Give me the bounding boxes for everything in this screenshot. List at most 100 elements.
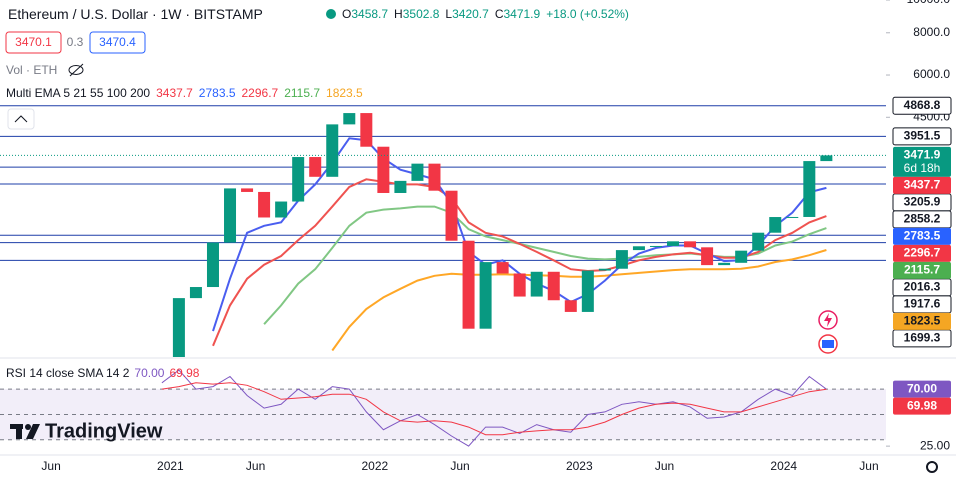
volume-label[interactable]: Vol · ETH (6, 63, 57, 77)
candle (564, 300, 577, 312)
candle (530, 271, 543, 297)
y-tick-label: 8000.0 (913, 25, 950, 39)
buy-button[interactable] (89, 31, 146, 54)
candle (513, 273, 526, 297)
candle (326, 124, 339, 177)
candle (649, 245, 662, 247)
price-label: 69.98 (907, 398, 937, 412)
candle (309, 157, 322, 177)
rsi-legend-value: 70.00 (134, 366, 164, 380)
price-label-bg (893, 244, 951, 262)
rsi-pane (0, 369, 886, 447)
change: +18.0 (+0.52%) (546, 7, 629, 21)
indicator-line (161, 369, 827, 447)
x-tick-label: Jun (246, 459, 265, 473)
collapse-button[interactable] (7, 108, 35, 130)
x-tick-label: 2023 (566, 459, 593, 473)
price-label-bg (892, 127, 952, 146)
candle (360, 113, 373, 147)
hide-icon[interactable] (68, 63, 84, 77)
x-tick-label: Jun (41, 459, 60, 473)
candle (258, 191, 271, 218)
price-label: 2858.2 (904, 212, 941, 226)
candle (462, 240, 475, 329)
countdown: 6d 18h (904, 161, 941, 175)
x-tick-label: 2021 (157, 459, 184, 473)
symbol-title[interactable]: Ethereum / U.S. Dollar · 1W · BITSTAMP (8, 6, 263, 22)
x-tick-label: Jun (450, 459, 469, 473)
axes: 10000.08000.06000.04500.04868.83951.5320… (41, 0, 952, 473)
settings-icon[interactable] (926, 461, 938, 473)
x-tick-label: 2022 (361, 459, 388, 473)
price-label: 4868.8 (904, 98, 941, 112)
price-label: 2783.5 (904, 229, 941, 243)
ohlc-key: L (445, 7, 452, 21)
price-label-bg (893, 176, 951, 194)
candle (224, 188, 237, 243)
ohlc-key: O (342, 7, 351, 21)
price-label-bg (893, 397, 951, 415)
x-tick-label: Jun (655, 459, 674, 473)
market-status[interactable] (326, 9, 336, 19)
sell-button[interactable] (5, 31, 62, 54)
price-label: 70.00 (907, 381, 937, 395)
lightning (824, 313, 832, 327)
price-label: 3437.7 (904, 178, 941, 192)
candle (496, 262, 509, 274)
candle (735, 250, 748, 263)
candle (667, 241, 680, 246)
candle (615, 250, 628, 269)
candle (189, 287, 202, 299)
y-tick-label: 6000.0 (913, 67, 950, 81)
candle (377, 146, 390, 193)
brand-logo[interactable] (10, 424, 40, 439)
candle (598, 268, 611, 271)
candle (769, 217, 782, 233)
price-label: 2296.7 (904, 246, 941, 260)
price-pane (0, 105, 886, 357)
brand-name: TradingView (45, 420, 163, 442)
ema-legend-label: Multi EMA 5 21 55 100 200 (6, 86, 150, 100)
ema-legend-value: 2783.5 (199, 86, 236, 100)
ema-legend-value: 2296.7 (242, 86, 279, 100)
y-tick-label: 25.00 (920, 438, 950, 452)
candle (632, 246, 645, 251)
indicator-line (331, 249, 827, 352)
ema-legend-value: 3437.7 (156, 86, 193, 100)
spread: 0.3 (67, 35, 84, 49)
indicator-line (161, 382, 827, 436)
candle (241, 188, 254, 192)
candle (445, 190, 458, 241)
price-label: 3951.5 (904, 129, 941, 143)
candle (479, 262, 492, 329)
candle (172, 298, 185, 357)
price-label: 1699.3 (904, 331, 941, 345)
price-label: 2115.7 (904, 263, 940, 277)
price-label: 1917.6 (904, 297, 941, 311)
chevron-icon (14, 115, 28, 123)
candle (206, 242, 219, 288)
ohlc-key: C (495, 7, 504, 21)
x-tick-label: Jun (859, 459, 878, 473)
price-label: 2016.3 (904, 280, 941, 294)
candle (718, 262, 731, 266)
candle (684, 241, 697, 248)
candle (547, 271, 560, 301)
candle (428, 163, 441, 191)
candle (292, 157, 305, 202)
candle (394, 180, 407, 193)
ema-legend[interactable]: Multi EMA 5 21 55 100 200 3437.7 2783.5 229… (6, 86, 363, 100)
rsi-legend[interactable]: RSI 14 close SMA 14 2 70.00 69.98 (6, 366, 200, 380)
price-label-bg (893, 146, 951, 177)
price-label: 3471.9 (904, 148, 941, 162)
symbol: Ethereum / U.S. Dollar · 1W · BITSTAMP (8, 6, 263, 22)
ema-legend-value: 1823.5 (326, 86, 363, 100)
candle (411, 163, 424, 181)
price-label-bg (893, 261, 951, 279)
ohlc-value: 3420.7 (452, 7, 489, 21)
price-label-bg (892, 96, 952, 115)
candle (752, 232, 765, 251)
ohlc-key: H (394, 7, 403, 21)
